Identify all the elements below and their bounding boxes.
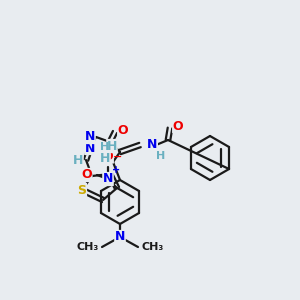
Text: N: N [103,172,113,185]
Text: +: + [112,165,120,175]
Text: H: H [100,142,109,152]
Text: N: N [85,142,95,154]
Text: −: − [113,152,122,162]
Text: CH₃: CH₃ [77,242,99,252]
Text: H: H [100,152,110,164]
Text: S: S [77,184,86,196]
Text: N: N [115,230,125,244]
Text: O: O [173,119,183,133]
Text: H: H [107,140,117,152]
Text: H: H [156,151,165,161]
Text: O: O [103,150,113,163]
Text: N: N [85,130,95,143]
Text: O: O [81,169,92,182]
Text: CH₃: CH₃ [141,242,163,252]
Text: H: H [73,154,83,166]
Text: O: O [118,124,128,136]
Text: N: N [147,139,158,152]
